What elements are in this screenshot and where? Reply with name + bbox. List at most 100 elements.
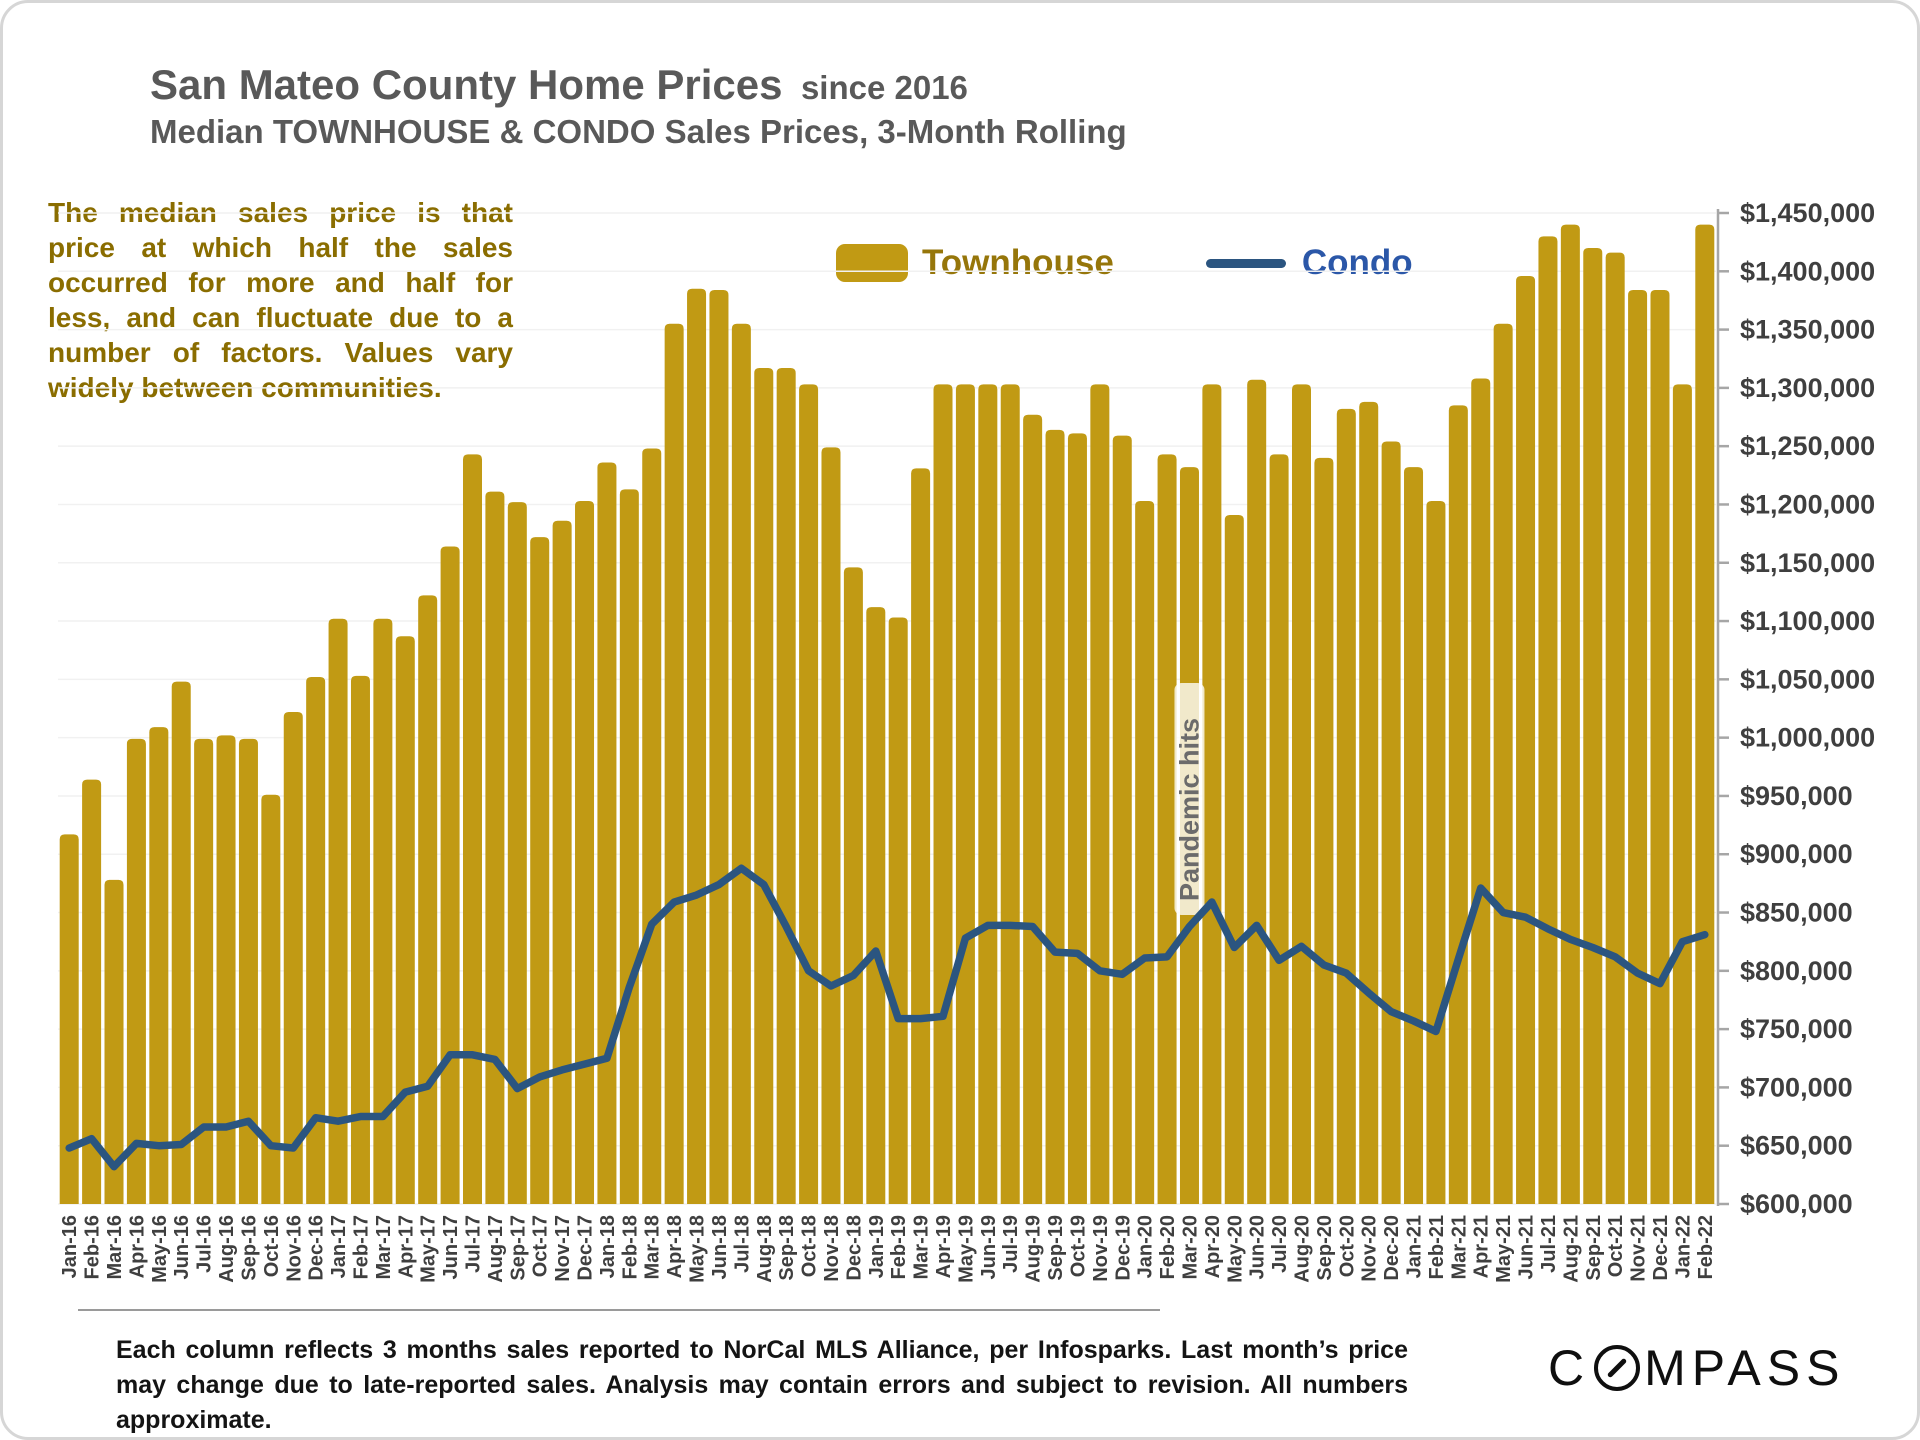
x-axis-label-May-21: May-21 bbox=[1493, 1215, 1515, 1283]
townhouse-bar-May-16 bbox=[149, 727, 169, 1204]
townhouse-bar-Jan-17 bbox=[328, 618, 348, 1204]
x-axis-label-Jul-18: Jul-18 bbox=[731, 1215, 753, 1273]
townhouse-bar-Feb-22 bbox=[1695, 224, 1715, 1205]
x-axis-label-Sep-17: Sep-17 bbox=[507, 1215, 529, 1281]
compass-o-icon bbox=[1594, 1345, 1641, 1391]
footer-disclaimer: Each column reflects 3 months sales repo… bbox=[116, 1336, 1408, 1434]
townhouse-bar-Oct-21 bbox=[1605, 252, 1625, 1204]
compass-logo-suffix: MPASS bbox=[1644, 1340, 1846, 1396]
y-axis-label: $1,350,000 bbox=[1740, 315, 1875, 345]
townhouse-bar-Oct-17 bbox=[530, 537, 550, 1204]
townhouse-bar-Nov-16 bbox=[283, 711, 303, 1204]
townhouse-bar-Oct-16 bbox=[261, 794, 281, 1204]
townhouse-bar-Dec-20 bbox=[1381, 441, 1401, 1204]
townhouse-bar-Feb-20 bbox=[1157, 454, 1177, 1204]
x-axis-label-Nov-18: Nov-18 bbox=[821, 1215, 843, 1282]
x-axis-label-Jan-16: Jan-16 bbox=[59, 1215, 81, 1278]
y-axis-label: $750,000 bbox=[1740, 1014, 1853, 1044]
x-axis-label-Feb-21: Feb-21 bbox=[1426, 1215, 1448, 1279]
townhouse-bar-Feb-19 bbox=[888, 617, 908, 1204]
x-axis-label-Mar-16: Mar-16 bbox=[104, 1215, 126, 1279]
townhouse-bar-May-18 bbox=[687, 288, 707, 1204]
x-axis-label-Jun-17: Jun-17 bbox=[440, 1215, 462, 1279]
x-axis-label-Aug-21: Aug-21 bbox=[1560, 1215, 1582, 1283]
title-text: San Mateo County Home Prices bbox=[150, 61, 783, 108]
x-axis-label-Dec-16: Dec-16 bbox=[306, 1215, 328, 1281]
townhouse-bar-Dec-17 bbox=[575, 500, 595, 1205]
townhouse-bar-Aug-20 bbox=[1291, 384, 1312, 1204]
x-axis-label-Jun-16: Jun-16 bbox=[171, 1215, 193, 1279]
x-axis-label-Jan-19: Jan-19 bbox=[866, 1215, 888, 1278]
x-axis-label-Mar-19: Mar-19 bbox=[911, 1215, 933, 1279]
townhouse-bar-Apr-20 bbox=[1202, 384, 1222, 1204]
x-axis-label-Feb-20: Feb-20 bbox=[1157, 1215, 1179, 1279]
compass-needle-icon bbox=[1606, 1357, 1628, 1379]
townhouse-bar-Sep-19 bbox=[1045, 429, 1065, 1204]
x-axis-label-Sep-16: Sep-16 bbox=[238, 1215, 260, 1281]
y-axis-label: $850,000 bbox=[1740, 898, 1853, 928]
townhouse-bar-Dec-16 bbox=[306, 677, 326, 1204]
townhouse-bar-Nov-17 bbox=[552, 520, 572, 1204]
townhouse-swatch-icon bbox=[836, 244, 908, 282]
x-axis-label-Apr-19: Apr-19 bbox=[933, 1215, 955, 1278]
townhouse-bar-Nov-20 bbox=[1359, 401, 1379, 1205]
y-axis-label: $950,000 bbox=[1740, 781, 1853, 811]
x-axis-label-Apr-16: Apr-16 bbox=[126, 1215, 148, 1278]
condo-line bbox=[65, 864, 1709, 1171]
townhouse-bar-Mar-17 bbox=[373, 618, 393, 1204]
townhouse-bar-Mar-16 bbox=[104, 879, 124, 1204]
townhouse-bar-Feb-16 bbox=[82, 779, 102, 1204]
x-axis-label-Feb-22: Feb-22 bbox=[1695, 1215, 1717, 1279]
x-axis-label-May-17: May-17 bbox=[418, 1215, 440, 1283]
townhouse-bar-Mar-21 bbox=[1448, 405, 1468, 1204]
x-axis-label-Nov-20: Nov-20 bbox=[1359, 1215, 1381, 1282]
x-axis-label-Jan-18: Jan-18 bbox=[597, 1215, 619, 1278]
x-axis-label-Dec-18: Dec-18 bbox=[843, 1215, 865, 1281]
x-axis-label-Jan-20: Jan-20 bbox=[1135, 1215, 1157, 1278]
x-axis-underline bbox=[78, 1309, 1160, 1311]
x-axis-label-Mar-20: Mar-20 bbox=[1179, 1215, 1201, 1279]
x-axis-label-Nov-16: Nov-16 bbox=[283, 1215, 305, 1282]
legend: Townhouse Condo bbox=[836, 243, 1413, 283]
x-axis-label-Dec-20: Dec-20 bbox=[1381, 1215, 1403, 1281]
x-axis-label-Apr-18: Apr-18 bbox=[664, 1215, 686, 1278]
price-chart: Pandemic hits $600,000 $650,000 $700,000 $75… bbox=[58, 198, 1875, 1283]
x-axis-label-Oct-21: Oct-21 bbox=[1605, 1215, 1627, 1277]
y-axis-label: $1,200,000 bbox=[1740, 489, 1875, 519]
townhouse-bar-Jun-16 bbox=[171, 681, 191, 1204]
townhouse-bar-Oct-20 bbox=[1336, 408, 1356, 1204]
y-axis-label: $600,000 bbox=[1740, 1189, 1853, 1219]
townhouse-bar-Sep-17 bbox=[507, 502, 527, 1205]
townhouse-bar-Oct-18 bbox=[799, 384, 819, 1204]
x-axis-label-Aug-19: Aug-19 bbox=[1023, 1215, 1045, 1283]
compass-logo-prefix: C bbox=[1548, 1340, 1591, 1396]
townhouse-bar-Mar-19 bbox=[911, 468, 931, 1204]
townhouse-bar-Jul-20 bbox=[1269, 454, 1289, 1204]
page-subtitle: Median TOWNHOUSE & CONDO Sales Prices, 3… bbox=[150, 113, 1127, 150]
y-axis-label: $800,000 bbox=[1740, 956, 1853, 986]
x-axis-label-Apr-21: Apr-21 bbox=[1471, 1215, 1493, 1278]
x-axis-label-Jun-18: Jun-18 bbox=[709, 1215, 731, 1279]
x-axis-label-Oct-18: Oct-18 bbox=[799, 1215, 821, 1277]
compass-logo: C MPASS bbox=[1548, 1339, 1845, 1397]
townhouse-bar-Jun-19 bbox=[978, 384, 998, 1204]
x-axis-label-May-18: May-18 bbox=[687, 1215, 709, 1283]
x-axis-label-Nov-19: Nov-19 bbox=[1090, 1215, 1112, 1282]
townhouse-bar-Aug-18 bbox=[754, 368, 774, 1204]
townhouse-bar-Dec-19 bbox=[1112, 435, 1132, 1204]
x-axis-label-Jul-16: Jul-16 bbox=[194, 1215, 216, 1273]
x-axis-label-Feb-18: Feb-18 bbox=[619, 1215, 641, 1279]
x-axis-label-Oct-19: Oct-19 bbox=[1067, 1215, 1089, 1277]
townhouse-bar-Dec-18 bbox=[843, 567, 863, 1204]
townhouse-bar-May-21 bbox=[1493, 323, 1513, 1205]
x-axis-label-Mar-18: Mar-18 bbox=[642, 1215, 664, 1279]
townhouse-bar-Nov-19 bbox=[1090, 384, 1110, 1204]
townhouse-bar-Oct-19 bbox=[1067, 433, 1087, 1204]
townhouse-bar-Jan-19 bbox=[866, 607, 886, 1204]
legend-townhouse-label: Townhouse bbox=[922, 243, 1114, 282]
x-axis-label-Jul-20: Jul-20 bbox=[1269, 1215, 1291, 1273]
x-axis-label-Feb-19: Feb-19 bbox=[888, 1215, 910, 1279]
townhouse-bar-Apr-17 bbox=[395, 636, 415, 1204]
townhouse-bar-Feb-21 bbox=[1426, 500, 1446, 1205]
